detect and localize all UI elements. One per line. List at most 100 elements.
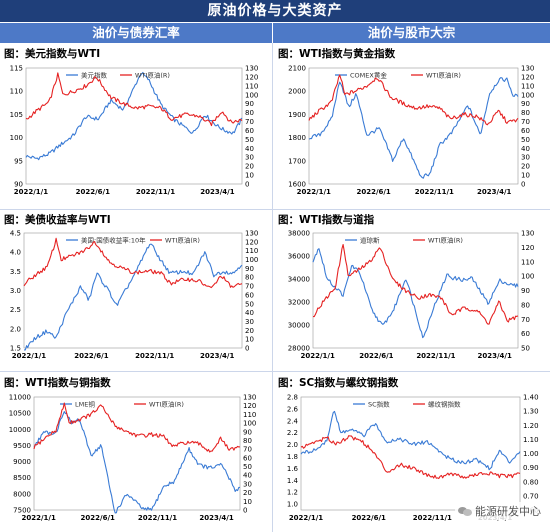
y-left-tick-label: 8000 xyxy=(13,490,31,498)
y-left-tick-label: 2100 xyxy=(288,65,306,73)
y-left-tick-label: 9000 xyxy=(13,458,31,466)
legend-label: WTI原油(R) xyxy=(165,236,200,245)
series-line-secondary xyxy=(25,72,243,127)
right-section-header: 油价与股市大宗 xyxy=(273,23,550,43)
y-left-tick-label: 34000 xyxy=(288,276,310,284)
y-right-tick-label: 80 xyxy=(245,274,254,282)
y-right-tick-label: 1.20 xyxy=(523,422,539,430)
y-right-tick-label: 20 xyxy=(245,163,254,171)
chart-wti-dow-jones: 28000 30000 32000 34000 36000 38000 50 60 70 80 90… xyxy=(288,230,535,361)
y-right-tick-label: 100 xyxy=(243,420,256,428)
row-divider-1 xyxy=(0,209,550,210)
y-right-tick-label: 110 xyxy=(243,411,256,419)
y-left-tick-label: 2.6 xyxy=(287,405,299,413)
series-line-primary xyxy=(25,71,243,161)
legend-label: LME铜 xyxy=(75,400,95,409)
y-left-tick-label: 1800 xyxy=(288,134,306,142)
y-left-tick-label: 2.0 xyxy=(287,441,298,449)
y-left-tick-label: 1.2 xyxy=(287,489,298,497)
legend-label: WTI原油(R) xyxy=(149,400,184,409)
y-left-tick-label: 10000 xyxy=(9,426,31,434)
y-left-tick-label: 4.0 xyxy=(10,249,21,257)
x-tick-label: 2022/1/1 xyxy=(289,514,323,522)
legend-label: 螺纹钢指数 xyxy=(428,400,461,409)
y-right-tick-label: 0 xyxy=(243,507,247,515)
y-right-tick-label: 130 xyxy=(245,65,258,73)
y-left-tick-label: 2000 xyxy=(288,88,306,96)
panel-title-usd-wti: 图：美元指数与WTI xyxy=(4,48,101,60)
x-tick-label: 2022/1/1 xyxy=(300,352,334,360)
y-left-tick-label: 30000 xyxy=(288,322,310,330)
x-tick-label: 2022/1/1 xyxy=(22,514,56,522)
y-left-tick-label: 4.5 xyxy=(10,230,21,238)
x-tick-label: 2022/11/1 xyxy=(136,188,175,196)
y-right-tick-label: 1.40 xyxy=(523,394,539,402)
panel-title-treasury-wti: 图：美债收益率与WTI xyxy=(4,214,111,226)
x-tick-label: 2023/4/1 xyxy=(200,352,234,360)
y-right-tick-label: 70 xyxy=(243,446,252,454)
series-line-primary xyxy=(300,410,521,471)
series-line-primary xyxy=(33,411,240,514)
y-left-tick-label: 95 xyxy=(14,157,23,165)
y-right-tick-label: 0.80 xyxy=(523,478,539,486)
y-right-tick-label: 100 xyxy=(245,91,258,99)
x-tick-label: 2022/6/1 xyxy=(359,352,393,360)
y-right-tick-label: 10 xyxy=(243,498,252,506)
y-right-tick-label: 50 xyxy=(245,136,254,144)
y-right-tick-label: 110 xyxy=(521,258,534,266)
series-line-secondary xyxy=(313,243,519,325)
y-left-tick-label: 11000 xyxy=(9,394,31,402)
plot-area xyxy=(308,67,519,185)
y-right-tick-label: 20 xyxy=(243,489,252,497)
y-right-tick-label: 110 xyxy=(245,82,258,90)
panel-title-wti-copper: 图：WTI指数与铜指数 xyxy=(4,377,111,389)
y-right-tick-label: 1.00 xyxy=(523,450,539,458)
y-right-tick-label: 1.30 xyxy=(523,408,539,416)
chart-usd-index-wti: 9095100105110115010203040506070809010011… xyxy=(10,65,259,197)
y-right-tick-label: 70 xyxy=(521,118,530,126)
y-right-tick-label: 30 xyxy=(245,154,254,162)
legend-label: COMEX黄金 xyxy=(350,71,387,80)
y-right-tick-label: 130 xyxy=(521,230,534,238)
y-right-tick-label: 130 xyxy=(243,394,256,402)
x-tick-label: 2022/11/1 xyxy=(138,514,177,522)
legend-label: WTI原油(R) xyxy=(135,71,170,80)
y-right-tick-label: 60 xyxy=(245,291,254,299)
chart-treasury-yield-wti: 1.5 2.0 2.5 3.0 3.5 4.0 4.5 0102030405060708090… xyxy=(10,230,259,361)
x-tick-label: 2022/6/1 xyxy=(76,188,110,196)
y-right-tick-label: 90 xyxy=(245,100,254,108)
y-right-tick-label: 60 xyxy=(521,127,530,135)
legend-label: SC指数 xyxy=(368,400,390,409)
x-tick-label: 2022/1/1 xyxy=(12,352,46,360)
y-right-tick-label: 90 xyxy=(243,428,252,436)
column-divider xyxy=(272,43,273,532)
chart-wti-copper: 7500800085009000950010000105001100001020… xyxy=(9,394,257,523)
y-right-tick-label: 70 xyxy=(521,316,530,324)
x-tick-label: 2022/11/1 xyxy=(416,352,455,360)
y-right-tick-label: 10 xyxy=(245,172,254,180)
y-right-tick-label: 60 xyxy=(521,330,530,338)
y-left-tick-label: 1.4 xyxy=(287,477,299,485)
y-left-tick-label: 1600 xyxy=(288,181,306,189)
plot-area xyxy=(23,232,243,349)
y-right-tick-label: 0 xyxy=(245,345,249,353)
y-right-tick-label: 50 xyxy=(245,300,254,308)
plot-area xyxy=(312,232,519,349)
y-left-tick-label: 2.4 xyxy=(287,417,299,425)
y-left-tick-label: 110 xyxy=(10,88,23,96)
plot-area xyxy=(33,396,241,511)
y-right-tick-label: 80 xyxy=(521,301,530,309)
y-right-tick-label: 100 xyxy=(521,91,534,99)
y-right-tick-label: 40 xyxy=(243,472,252,480)
y-left-tick-label: 1.6 xyxy=(287,465,299,473)
y-right-tick-label: 30 xyxy=(245,318,254,326)
y-left-tick-label: 1700 xyxy=(288,157,306,165)
y-right-tick-label: 80 xyxy=(243,437,252,445)
y-right-tick-label: 130 xyxy=(245,230,258,238)
x-tick-label: 2023/4/1 xyxy=(200,188,234,196)
y-right-tick-label: 40 xyxy=(245,309,254,317)
y-right-tick-label: 120 xyxy=(521,73,534,81)
y-right-tick-label: 60 xyxy=(243,454,252,462)
y-left-tick-label: 3.0 xyxy=(10,287,21,295)
y-left-tick-label: 115 xyxy=(10,65,23,73)
